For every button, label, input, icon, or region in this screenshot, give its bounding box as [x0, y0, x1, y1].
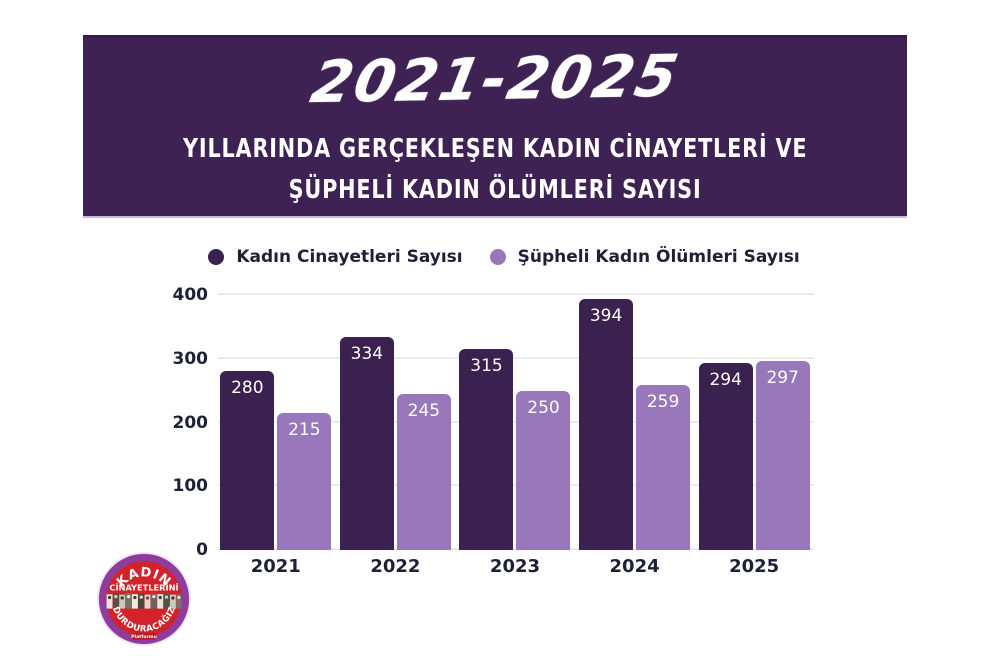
y-axis-tick-label: 400: [172, 285, 209, 305]
x-axis-tick-label: 2022: [370, 556, 421, 577]
gridline: [218, 293, 814, 295]
bar-value-label: 250: [527, 398, 560, 418]
platform-logo-badge: KADIN CİNAYETLERİNİ DURDURACAĞIZ Platfor…: [96, 551, 192, 647]
subtitle: YILLARINDA GERÇEKLEŞEN KADIN CİNAYETLERİ…: [83, 130, 907, 212]
gridline: [218, 484, 814, 487]
bar-value-label: 394: [589, 306, 623, 326]
x-axis-tick-label: 2024: [609, 556, 660, 577]
title-row: 2021-2025: [83, 37, 907, 126]
faces-strip-graphic: [106, 593, 182, 609]
legend-item-0: Kadın Cinayetleri Sayısı: [208, 247, 463, 267]
bar-value-label: 245: [407, 401, 441, 421]
bar-value-label: 334: [350, 344, 384, 364]
logo-text-cinayetlerini: CİNAYETLERİNİ: [109, 582, 178, 592]
bar-value-label: 315: [470, 356, 503, 376]
bar-group-2023: 315 250: [459, 349, 571, 550]
legend-item-1: Şüpheli Kadın Ölümleri Sayısı: [489, 247, 800, 267]
y-axis: 0 100 200 300 400: [130, 285, 209, 560]
bar-2023-series-1: 250: [516, 391, 571, 550]
title-years: 2021-2025: [305, 41, 685, 117]
legend-dot-icon: [208, 249, 225, 265]
bar-value-label: 297: [766, 368, 799, 388]
y-axis-tick-label: 300: [172, 348, 209, 369]
bar-2025-series-0: 294: [698, 363, 753, 550]
y-axis-tick-label: 200: [172, 412, 209, 433]
y-axis-tick-label: 100: [172, 476, 209, 497]
bar-2023-series-0: 315: [459, 349, 514, 550]
chart-legend: Kadın Cinayetleri Sayısı Şüpheli Kadın Öl…: [0, 247, 1008, 267]
header-banner: 2021-2025 YILLARINDA GERÇEKLEŞEN KADIN C…: [83, 35, 907, 218]
bar-chart-plot: 280 215 334 245 315 250 394 259 294 297: [216, 293, 814, 550]
x-axis: 2021 2022 2023 2024 2025: [216, 556, 814, 577]
gridline: [218, 548, 814, 550]
bar-group-2021: 280 215: [220, 371, 332, 550]
bar-groups: 280 215 334 245 315 250 394 259 294 297: [216, 295, 814, 550]
bar-2021-series-0: 280: [220, 371, 275, 550]
bar-2024-series-1: 259: [636, 385, 691, 550]
bar-2021-series-1: 215: [277, 413, 332, 550]
bar-2022-series-1: 245: [396, 394, 451, 550]
kadin-cinayetlerini-durduracagiz-platform-logo: KADIN CİNAYETLERİNİ DURDURACAĞIZ Platfor…: [96, 551, 192, 647]
subtitle-line-1: YILLARINDA GERÇEKLEŞEN KADIN CİNAYETLERİ…: [182, 134, 808, 164]
bar-value-label: 215: [288, 420, 321, 440]
legend-label: Şüpheli Kadın Ölümleri Sayısı: [517, 247, 800, 267]
logo-text-platformu: Platformu: [131, 634, 157, 640]
legend-dot-icon: [489, 249, 506, 265]
bar-2022-series-0: 334: [339, 337, 394, 550]
bar-2024-series-0: 394: [579, 299, 634, 550]
bar-value-label: 294: [709, 370, 742, 390]
bar-group-2022: 334 245: [339, 337, 451, 550]
bar-value-label: 259: [646, 392, 680, 412]
gridline: [218, 420, 814, 423]
bar-value-label: 280: [231, 378, 264, 398]
gridline: [218, 356, 814, 359]
bar-2025-series-1: 297: [755, 361, 810, 550]
x-axis-tick-label: 2025: [729, 556, 780, 577]
bar-group-2024: 394 259: [579, 299, 691, 550]
legend-label: Kadın Cinayetleri Sayısı: [236, 247, 463, 267]
y-axis-tick-label: 0: [196, 540, 208, 560]
subtitle-line-2: ŞÜPHELİ KADIN ÖLÜMLERİ SAYISI: [288, 175, 702, 205]
x-axis-tick-label: 2023: [489, 556, 541, 577]
x-axis-tick-label: 2021: [250, 556, 301, 577]
bar-group-2025: 294 297: [698, 361, 810, 550]
